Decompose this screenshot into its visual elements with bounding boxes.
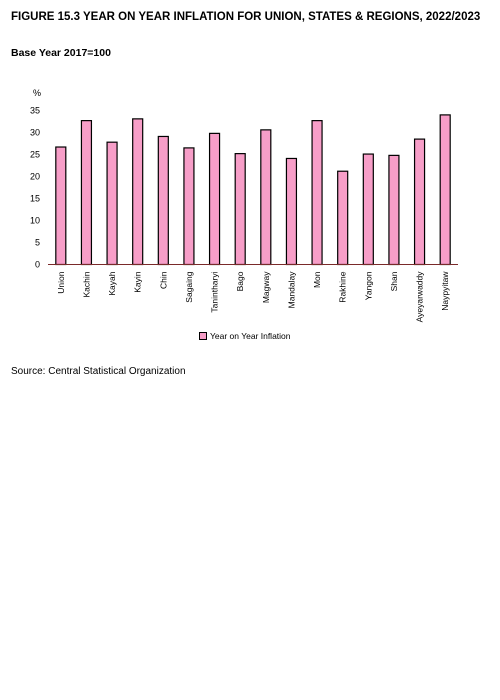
- bar-mon: [311, 120, 323, 266]
- chart-area: % 0 5 10 15 20 25 30 35 Union Kachin Kayah Kayin Ch…: [0, 80, 500, 355]
- x-tick-label: Union: [56, 271, 66, 293]
- x-tick-label: Mandalay: [286, 271, 296, 309]
- y-tick-label: 15: [30, 194, 40, 204]
- bar-shan: [388, 154, 400, 266]
- bar-kachin: [80, 120, 93, 266]
- x-tick-label: Bago: [235, 271, 245, 291]
- bar-bago: [234, 153, 246, 266]
- x-tick-label: Kayah: [107, 271, 117, 295]
- figure-title: YEAR ON YEAR INFLATION FOR UNION, STATES…: [83, 11, 481, 23]
- legend-swatch: [199, 332, 207, 340]
- x-tick-label: Magway: [261, 271, 271, 303]
- y-tick-label: 10: [30, 216, 40, 226]
- bar-kayin: [132, 118, 144, 266]
- x-tick-label: Kayin: [133, 271, 143, 293]
- bar-tanintharyi: [208, 132, 221, 266]
- bar-ayeyarwaddy: [413, 138, 426, 266]
- bars: [55, 114, 451, 266]
- x-tick-label: Shan: [389, 271, 399, 291]
- bar-rakhine: [337, 170, 349, 266]
- bar-chart: % 0 5 10 15 20 25 30 35 Union Kachin Kayah Kayin Ch…: [30, 88, 458, 323]
- x-tick-label: Yangon: [363, 271, 373, 300]
- y-axis-ticks: 0 5 10 15 20 25 30 35: [30, 106, 40, 270]
- y-axis-label: %: [33, 88, 41, 98]
- x-tick-label: Kachin: [81, 271, 91, 297]
- y-tick-label: 0: [35, 260, 40, 270]
- y-tick-label: 35: [30, 106, 40, 116]
- x-tick-label: Rakhine: [338, 271, 348, 302]
- bar-kayah: [106, 141, 118, 266]
- x-tick-label: Naypyitaw: [440, 271, 450, 311]
- bar-mandalay: [285, 157, 298, 266]
- figure-header: FIGURE 15.3 YEAR ON YEAR INFLATION FOR UN…: [11, 11, 480, 23]
- bar-magway: [260, 129, 272, 266]
- x-axis-tick-labels: Union Kachin Kayah Kayin Chin Sagaing Tanintha…: [56, 271, 450, 323]
- x-tick-label: Ayeyarwaddy: [415, 271, 425, 323]
- bar-yangon: [362, 153, 374, 266]
- bar-sagaing: [183, 147, 195, 266]
- y-tick-label: 30: [30, 128, 40, 138]
- x-tick-label: Chin: [158, 271, 168, 289]
- x-tick-label: Sagaing: [184, 271, 194, 302]
- figure-number: FIGURE 15.3: [11, 11, 81, 23]
- x-tick-label: Mon: [312, 271, 322, 288]
- legend: Year on Year Inflation: [199, 331, 291, 341]
- y-tick-label: 25: [30, 150, 40, 160]
- bar-union: [55, 146, 67, 266]
- y-tick-label: 20: [30, 172, 40, 182]
- legend-label: Year on Year Inflation: [210, 331, 291, 341]
- base-year-note: Base Year 2017=100: [11, 47, 111, 59]
- x-tick-label: Tanintharyi: [210, 271, 220, 312]
- source-note: Source: Central Statistical Organization: [11, 366, 186, 377]
- y-tick-label: 5: [35, 238, 40, 248]
- bar-chin: [157, 135, 169, 266]
- bar-naypyitaw: [439, 114, 451, 266]
